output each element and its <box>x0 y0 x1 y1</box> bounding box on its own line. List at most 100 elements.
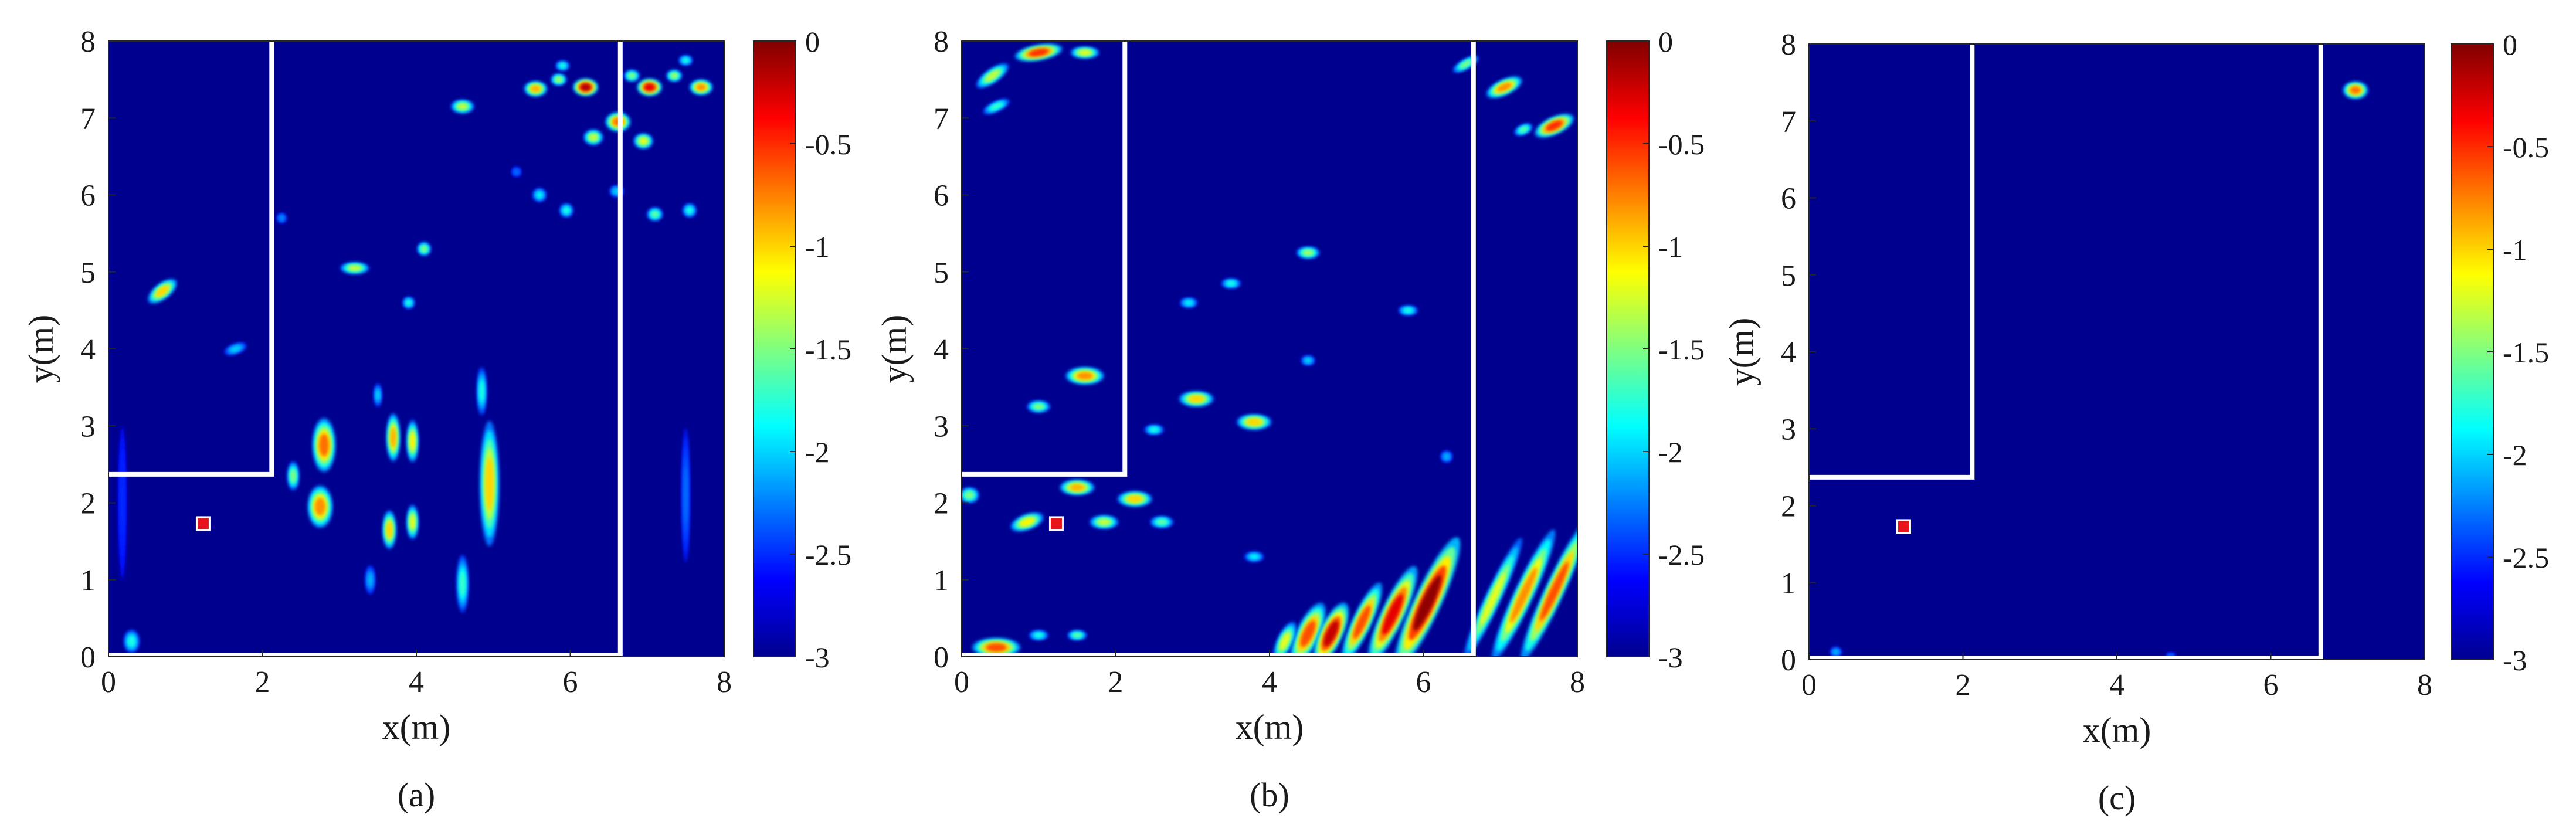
x-axis-label: x(m) <box>1236 708 1304 746</box>
intensity-blob <box>637 78 663 96</box>
intensity-blob <box>477 367 487 416</box>
colorbar-tick-label: -1.5 <box>1658 333 1705 366</box>
y-tick-label: 0 <box>80 641 96 674</box>
blob-layer <box>671 73 678 79</box>
intensity-blob <box>511 167 521 177</box>
blob-layer <box>1073 633 1081 637</box>
intensity-blob <box>1514 123 1533 136</box>
blob-layer <box>1185 300 1193 305</box>
wall-line <box>962 41 1128 477</box>
intensity-blob <box>456 555 469 613</box>
intensity-blob <box>1117 491 1152 507</box>
y-tick-label: 3 <box>934 410 949 443</box>
blob-layer <box>559 63 566 68</box>
plot-background <box>1809 44 2425 660</box>
blob-layer <box>696 84 706 91</box>
y-tick-label: 7 <box>1781 105 1796 138</box>
intensity-blob <box>1367 566 1418 657</box>
blob-layer <box>128 636 135 647</box>
blob-layer <box>319 433 329 457</box>
intensity-blob <box>559 203 573 218</box>
x-tick-label: 6 <box>2263 668 2279 702</box>
blob-layer <box>386 521 392 538</box>
blob-layer <box>410 514 415 529</box>
blob-layer <box>2350 86 2361 94</box>
y-tick-label: 5 <box>80 256 96 290</box>
intensity-blob <box>647 207 663 221</box>
blob-layer <box>514 169 519 174</box>
intensity-blob <box>1301 355 1315 365</box>
y-tick-label: 1 <box>1781 567 1796 600</box>
colorbar <box>1606 40 1650 657</box>
y-tick-label: 4 <box>1781 336 1796 369</box>
blob-layer <box>1020 518 1034 527</box>
intensity-blob <box>406 504 419 539</box>
y-tick-label: 7 <box>80 102 96 135</box>
wall-line <box>1809 44 1975 480</box>
blob-layer <box>156 286 169 297</box>
blob-layer <box>1382 593 1403 635</box>
colorbar-tick-label: -0.5 <box>1658 128 1705 161</box>
intensity-blob <box>374 383 382 407</box>
x-tick-label: 6 <box>1416 666 1431 699</box>
intensity-blob <box>1014 43 1063 62</box>
blob-layer <box>684 466 688 524</box>
intensity-blob <box>1341 582 1383 657</box>
blob-layer <box>644 83 655 91</box>
intensity-blob <box>689 79 713 95</box>
blob-layer <box>1189 395 1204 402</box>
intensity-blob <box>417 242 431 256</box>
colorbar-tick-label: -3 <box>1658 641 1683 674</box>
y-tick-label: 8 <box>934 25 949 59</box>
y-axis-label: y(m) <box>875 315 914 383</box>
blob-layer <box>687 207 693 213</box>
y-tick-label: 3 <box>1781 413 1796 446</box>
blob-layer <box>230 346 240 352</box>
intensity-blob <box>1273 622 1297 657</box>
intensity-blob <box>1830 647 1842 657</box>
intensity-blob <box>976 63 1009 89</box>
intensity-blob <box>312 418 336 473</box>
panel-label: (b) <box>1250 776 1289 814</box>
x-tick-label: 2 <box>255 666 270 699</box>
blob-layer <box>1303 250 1313 256</box>
intensity-blob <box>524 81 548 97</box>
blob-layer <box>1510 567 1538 623</box>
colorbar-tick-label: -2.5 <box>1658 538 1705 571</box>
intensity-blob <box>224 342 247 355</box>
intensity-blob <box>1027 400 1050 413</box>
y-tick-label: 5 <box>934 256 949 290</box>
intensity-blob <box>1060 480 1095 495</box>
plot-background <box>962 41 1577 657</box>
heatmap-panel-2: 0 2 4 6 8 0 1 2 3 4 5 6 7 8 x(m) y(m) (b) 0 -0.5 -1 -1.5 -2 -2… <box>875 25 1705 814</box>
y-axis-label: y(m) <box>22 315 60 383</box>
intensity-blob <box>1486 76 1522 99</box>
intensity-blob <box>406 420 419 463</box>
blob-layer <box>279 216 284 220</box>
blob-layer <box>1305 358 1311 363</box>
x-axis-label: x(m) <box>2083 711 2151 749</box>
intensity-blob <box>532 188 547 202</box>
y-tick-label: 0 <box>1781 644 1796 677</box>
blob-layer <box>410 432 415 450</box>
blob-layer <box>580 83 591 91</box>
heatmap-blobs <box>962 43 1577 657</box>
intensity-blob <box>287 461 299 491</box>
intensity-blob <box>480 421 500 547</box>
blob-layer <box>368 573 372 586</box>
y-tick-label: 7 <box>934 102 949 135</box>
intensity-blob <box>340 262 369 274</box>
intensity-blob <box>633 133 653 149</box>
intensity-blob <box>1237 414 1272 430</box>
intensity-blob <box>666 70 682 82</box>
blob-layer <box>986 643 1007 652</box>
wall-line <box>108 41 274 477</box>
intensity-blob <box>683 203 697 218</box>
intensity-blob <box>148 279 177 304</box>
intensity-blob <box>1070 46 1099 59</box>
blob-layer <box>589 134 598 141</box>
x-axis-label: x(m) <box>382 708 451 746</box>
colorbar-tick-label: -3 <box>805 641 830 674</box>
intensity-blob <box>2343 81 2368 99</box>
blob-layer <box>564 207 569 213</box>
